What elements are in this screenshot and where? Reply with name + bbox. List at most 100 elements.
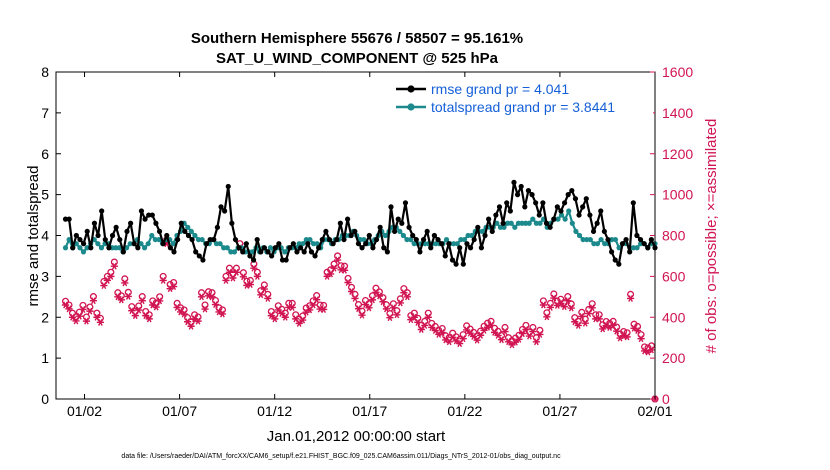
totalspread-point bbox=[469, 232, 475, 239]
obs-possible-point bbox=[347, 283, 356, 291]
obs-possible-point bbox=[379, 294, 387, 302]
rmse-point bbox=[182, 228, 188, 235]
obs-possible-point bbox=[560, 298, 568, 307]
totalspread-point bbox=[62, 245, 69, 251]
rmse-point bbox=[200, 257, 206, 263]
obs-assimilated-point bbox=[476, 331, 485, 339]
totalspread-point bbox=[382, 232, 389, 239]
obs-possible-point bbox=[501, 323, 509, 332]
obs-assimilated-point bbox=[302, 308, 310, 316]
obs-possible-point bbox=[124, 288, 132, 296]
obs-assimilated-point bbox=[410, 313, 418, 321]
rmse-point bbox=[605, 236, 611, 243]
obs-assimilated-point bbox=[225, 268, 234, 276]
obs-assimilated-point bbox=[232, 268, 241, 276]
obs-assimilated-point bbox=[330, 264, 338, 272]
rmse-point bbox=[395, 216, 401, 222]
rmse-point bbox=[301, 249, 307, 255]
obs-assimilated-point bbox=[613, 327, 621, 335]
obs-assimilated-point bbox=[239, 273, 247, 281]
rmse-point bbox=[634, 232, 640, 239]
totalspread-point bbox=[80, 249, 87, 255]
obs-assimilated-point bbox=[347, 288, 356, 295]
totalspread-point bbox=[497, 224, 504, 230]
rmse-point bbox=[471, 236, 477, 243]
obs-assimilated-point bbox=[110, 262, 118, 270]
totalspread-point bbox=[138, 241, 144, 247]
totalspread-point bbox=[141, 245, 148, 251]
totalspread-point bbox=[587, 236, 593, 243]
obs-possible-point bbox=[431, 322, 439, 331]
obs-assimilated-point bbox=[72, 317, 80, 325]
y-left-tick-label: 5 bbox=[41, 187, 49, 203]
obs-assimilated-point bbox=[93, 313, 101, 321]
rmse-point bbox=[460, 261, 466, 267]
obs-possible-point bbox=[327, 266, 335, 274]
obs-possible-point bbox=[288, 299, 296, 307]
totalspread-point bbox=[95, 241, 101, 247]
obs-possible-point bbox=[204, 288, 213, 296]
totalspread-point bbox=[515, 220, 522, 226]
obs-assimilated-point bbox=[128, 307, 136, 315]
obs-assimilated-point bbox=[365, 304, 373, 312]
rmse-point bbox=[648, 236, 654, 243]
totalspread-point bbox=[221, 245, 227, 251]
rmse-point bbox=[297, 245, 304, 251]
obs-assimilated-point bbox=[114, 293, 122, 301]
rmse-point bbox=[583, 196, 589, 202]
obs-assimilated-point bbox=[606, 324, 614, 331]
rmse-point bbox=[276, 241, 282, 247]
y-left-tick-label: 4 bbox=[41, 228, 49, 244]
obs-possible-point bbox=[281, 309, 289, 317]
rmse-point bbox=[536, 212, 542, 218]
obs-assimilated-point bbox=[260, 285, 268, 293]
totalspread-point bbox=[310, 241, 317, 247]
obs-possible-point bbox=[375, 288, 383, 296]
rmse-point bbox=[464, 241, 470, 247]
obs-possible-point bbox=[68, 309, 77, 317]
rmse-point bbox=[341, 236, 347, 243]
y-axis-right-label: # of obs: o=possible; ×=assimilated bbox=[703, 119, 720, 354]
obs-possible-point bbox=[403, 289, 411, 297]
obs-assimilated-point bbox=[452, 337, 460, 345]
rmse-point bbox=[146, 212, 152, 218]
totalspread-point bbox=[314, 241, 320, 247]
totalspread-point bbox=[170, 241, 176, 247]
rmse-point bbox=[243, 241, 249, 247]
totalspread-point bbox=[634, 245, 640, 251]
obs-assimilated-point bbox=[414, 318, 422, 326]
obs-possible-point bbox=[487, 317, 495, 325]
obs-possible-point bbox=[180, 306, 188, 314]
totalspread-point bbox=[156, 236, 162, 243]
rmse-point bbox=[507, 208, 513, 214]
obs-assimilated-point bbox=[417, 326, 425, 333]
obs-possible-point bbox=[121, 275, 129, 283]
rmse-point bbox=[109, 232, 116, 239]
rmse-point bbox=[229, 220, 235, 226]
obs-possible-point bbox=[553, 297, 561, 305]
totalspread-point bbox=[591, 241, 597, 247]
obs-possible-point bbox=[306, 302, 314, 310]
obs-possible-point bbox=[459, 331, 467, 339]
obs-possible-point bbox=[344, 274, 352, 282]
rmse-point bbox=[178, 220, 184, 226]
totalspread-point bbox=[523, 220, 529, 226]
obs-assimilated-point bbox=[466, 329, 474, 337]
chart-title: Southern Hemisphere 55676 / 58507 = 95.1… bbox=[191, 30, 523, 47]
obs-possible-point bbox=[128, 303, 136, 311]
obs-assimilated-point bbox=[138, 297, 146, 305]
obs-assimilated-point bbox=[567, 304, 575, 312]
obs-possible-point bbox=[243, 277, 251, 285]
obs-assimilated-point bbox=[504, 338, 513, 346]
y-axis-left: 0 1 2 3 4 5 6 7 8 bbox=[41, 64, 61, 407]
obs-possible-point bbox=[609, 317, 617, 325]
legend-rmse-label: rmse grand pr = 4.041 bbox=[431, 81, 569, 97]
rmse-point bbox=[529, 192, 535, 198]
obs-assimilated-point bbox=[253, 272, 261, 280]
obs-assimilated-point bbox=[536, 330, 544, 338]
totalspread-point bbox=[152, 236, 158, 243]
totalspread-point bbox=[224, 245, 230, 251]
totalspread-point bbox=[465, 232, 471, 239]
obs-possible-point bbox=[393, 307, 401, 315]
obs-possible-point bbox=[260, 281, 268, 289]
